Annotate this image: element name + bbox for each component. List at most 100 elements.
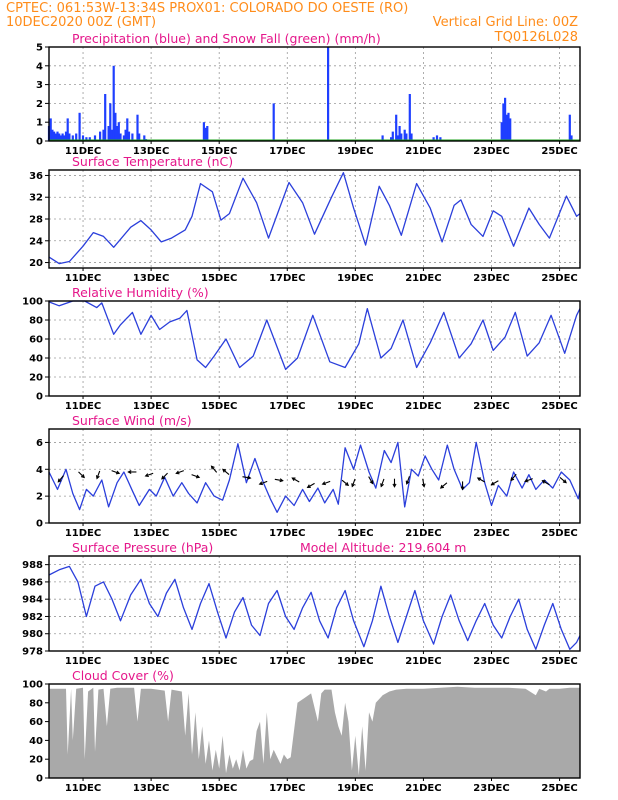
xtick-label-rh: 13DEC (133, 401, 169, 412)
precip-bar (570, 135, 573, 141)
xtick-label-cloud: 11DEC (65, 783, 101, 794)
ytick-label-cloud: 0 (36, 774, 43, 785)
precip-bar (110, 129, 114, 141)
xtick-label-wind: 15DEC (201, 528, 237, 539)
model-code: TQ0126L028 (494, 30, 578, 45)
panel-pressure: Surface Pressure (hPa) Model Altitude: 21… (22, 540, 581, 667)
wind-arrow (111, 470, 121, 475)
precip-bar (54, 133, 57, 141)
precip-bar (58, 133, 61, 141)
xtick-label-wind: 13DEC (133, 528, 169, 539)
xtick-label-rh: 21DEC (405, 401, 441, 412)
wind-arrow (144, 472, 154, 478)
precip-bar (114, 112, 117, 141)
precip-bar (138, 133, 141, 141)
xtick-label-temp: 17DEC (269, 273, 305, 284)
xtick-label-pressure: 25DEC (541, 656, 577, 667)
panel-frame-rh (48, 300, 581, 397)
xtick-label-temp: 13DEC (133, 273, 169, 284)
precip-bar (122, 135, 125, 141)
series-line-wind (48, 441, 581, 513)
precip-bar (439, 137, 442, 141)
wind-arrow (524, 478, 533, 483)
series-line-rh (48, 300, 581, 371)
precip-bar (59, 135, 62, 141)
ytick-label-rh: 0 (36, 392, 43, 403)
wind-arrow (368, 476, 374, 485)
precip-bar (432, 137, 435, 141)
precip-bar (568, 114, 571, 141)
ytick-label-rh: 40 (29, 354, 43, 365)
panel-wind: Surface Wind (m/s) 0 2 4 6 11DEC 13DEC 15DEC 17D… (36, 413, 581, 539)
wind-arrow (541, 480, 550, 486)
xtick-label-wind: 11DEC (65, 528, 101, 539)
ytick-label-wind: 2 (36, 492, 43, 503)
xtick-label-cloud: 17DEC (269, 783, 305, 794)
precip-bar (75, 133, 78, 141)
precip-bar (202, 122, 205, 141)
panels: Precipitation (blue) and Snow Fall (gree… (22, 31, 581, 794)
precip-bar (68, 133, 71, 141)
ytick-label-cloud: 20 (29, 755, 43, 766)
precip-bar (107, 126, 110, 141)
xtick-label-pressure: 21DEC (405, 656, 441, 667)
ytick-label-cloud: 60 (29, 717, 43, 728)
panel-frame-wind (48, 428, 581, 524)
precip-bar (435, 135, 439, 141)
xtick-label-precip: 21DEC (405, 146, 441, 157)
precip-bar (64, 131, 68, 141)
precip-bar (504, 97, 507, 141)
panel-frame-precip (48, 46, 581, 142)
ytick-label-precip: 1 (36, 118, 43, 129)
precip-bar (66, 118, 69, 141)
wind-arrow (510, 473, 517, 482)
xtick-label-precip: 11DEC (65, 146, 101, 157)
xtick-label-rh: 17DEC (269, 401, 305, 412)
precip-bar (381, 135, 384, 141)
xtick-label-pressure: 15DEC (201, 656, 237, 667)
ytick-label-rh: 60 (29, 335, 43, 346)
ytick-label-precip: 0 (36, 137, 43, 148)
ytick-label-precip: 2 (36, 99, 43, 110)
panel-precip: Precipitation (blue) and Snow Fall (gree… (36, 31, 581, 157)
panel-frame-cloud (48, 683, 581, 779)
ytick-label-cloud: 100 (22, 680, 43, 691)
wind-arrow (460, 481, 465, 491)
precip-bar (104, 94, 107, 141)
precip-bar (390, 137, 393, 141)
precip-bar (400, 133, 403, 141)
precip-bar (81, 135, 85, 141)
forecast-date: 10DEC2020 00Z (GMT) (6, 15, 156, 30)
precip-bar (500, 122, 503, 141)
xtick-label-temp: 21DEC (405, 273, 441, 284)
precip-bar (126, 118, 129, 141)
precip-bar (71, 135, 74, 141)
precip-bar (61, 133, 64, 141)
precip-bar (63, 135, 66, 141)
wind-arrow (405, 476, 410, 485)
panel-title-temp: Surface Temperature (nC) (72, 154, 233, 169)
ytick-label-wind: 6 (36, 438, 43, 449)
xtick-label-wind: 21DEC (405, 528, 441, 539)
ytick-label-rh: 100 (22, 297, 43, 308)
xtick-label-pressure: 11DEC (65, 656, 101, 667)
wind-arrow (321, 480, 331, 486)
precip-bar (391, 131, 394, 141)
xtick-label-wind: 23DEC (473, 528, 509, 539)
ytick-label-temp: 36 (29, 171, 43, 182)
xtick-label-rh: 19DEC (337, 401, 373, 412)
xtick-label-wind: 25DEC (541, 528, 577, 539)
ytick-label-pressure: 982 (22, 612, 43, 623)
xtick-label-precip: 13DEC (133, 146, 169, 157)
precip-bar (53, 131, 56, 141)
precip-bar (51, 129, 54, 141)
xtick-label-precip: 25DEC (541, 146, 577, 157)
wind-arrow (490, 480, 499, 486)
precip-bar (85, 137, 88, 141)
wind-arrow (439, 482, 448, 489)
precip-bar (507, 112, 510, 141)
xtick-label-temp: 11DEC (65, 273, 101, 284)
precip-bar (124, 129, 127, 141)
xtick-label-rh: 25DEC (541, 401, 577, 412)
